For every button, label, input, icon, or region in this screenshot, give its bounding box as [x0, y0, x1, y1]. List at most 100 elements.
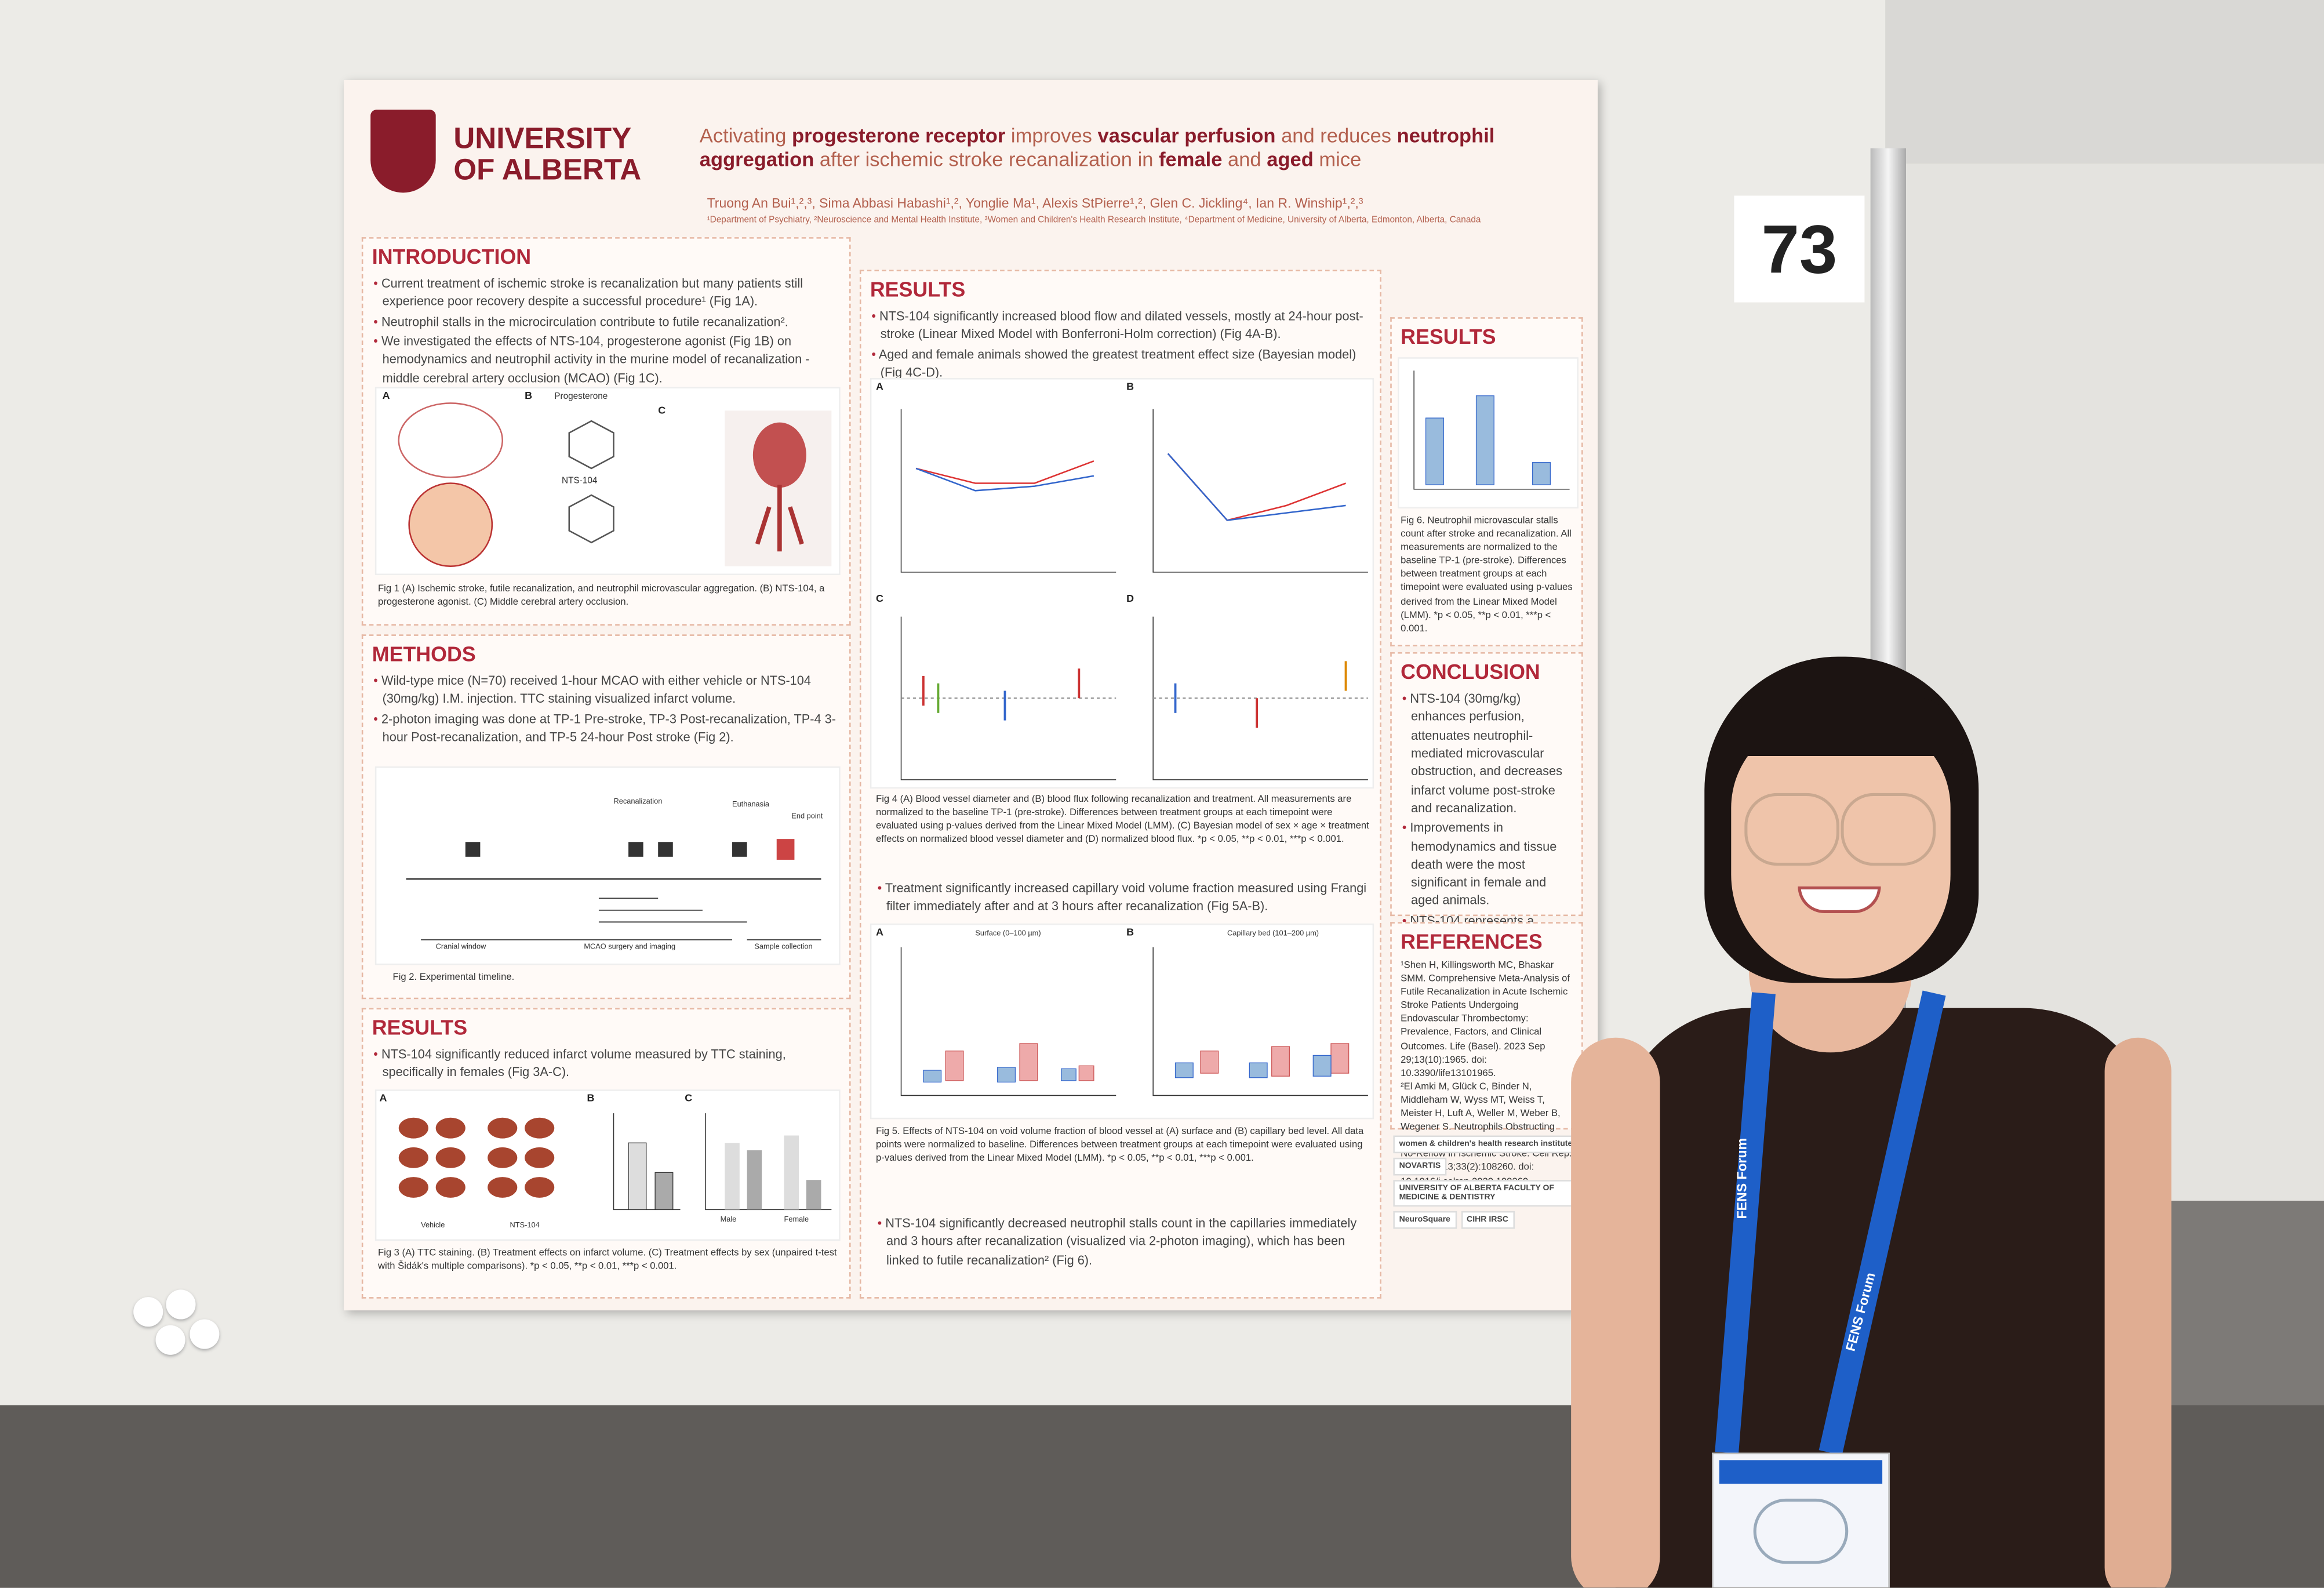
bullet: Treatment significantly increased capill…	[876, 879, 1376, 915]
box-art	[945, 1043, 1350, 1081]
list: NTS-104 significantly increased blood fl…	[870, 307, 1371, 381]
bullet: Aged and female animals showed the great…	[870, 345, 1371, 381]
axis-art	[900, 409, 1368, 780]
bar-art	[806, 1180, 821, 1210]
panel-label: D	[1126, 594, 1134, 605]
axis-art	[900, 947, 1368, 1096]
name-badge	[1712, 1452, 1890, 1588]
sponsor-logo: UNIVERSITY OF ALBERTA FACULTY OF MEDICIN…	[1393, 1180, 1583, 1207]
caption: Fig 5. Effects of NTS-104 on void volume…	[876, 1127, 1364, 1164]
brain-slices	[398, 1117, 555, 1198]
list: Current treatment of ischemic stroke is …	[372, 274, 841, 387]
title-part: and reduces	[1275, 124, 1397, 147]
results-left-section: RESULTS NTS-104 significantly reduced in…	[361, 1008, 851, 1299]
box-art	[1425, 417, 1444, 485]
bullet: Wild-type mice (N=70) received 1-hour MC…	[372, 671, 841, 708]
timeline-label: MCAO surgery and imaging	[584, 943, 676, 952]
bullet: Neutrophil stalls in the microcirculatio…	[372, 312, 841, 330]
results-center-section: RESULTS NTS-104 significantly increased …	[859, 270, 1381, 1299]
results-right-section: RESULTS Fig 6. Neutrophil microvascular …	[1390, 317, 1583, 646]
section-heading: RESULTS	[372, 1015, 468, 1040]
title-part: neutrophil aggregation	[699, 124, 1495, 171]
panel-label: C	[658, 406, 666, 417]
list: ¹Shen H, Killingsworth MC, Bhaskar SMM. …	[1401, 959, 1573, 1188]
bar-art	[628, 1142, 647, 1210]
timeline-art	[406, 839, 821, 940]
lanyard	[1715, 990, 1946, 1456]
bullet: NTS-104 (30mg/kg) enhances perfusion, at…	[1401, 689, 1573, 817]
title-part: and	[1222, 148, 1267, 171]
sponsors: women & children's health research insti…	[1393, 1135, 1583, 1229]
bar-art	[784, 1135, 799, 1210]
caption: Fig 4 (A) Blood vessel diameter and (B) …	[876, 794, 1369, 846]
line-art	[915, 460, 1094, 484]
molecule-drawing	[568, 420, 614, 544]
figure-label: Vehicle	[421, 1221, 445, 1231]
figure-5: A B Surface (0–100 µm) Capillary bed (10…	[870, 923, 1374, 1120]
section-heading: METHODS	[372, 642, 476, 666]
bullet: 2-photon imaging was done at TP-1 Pre-st…	[372, 710, 841, 746]
affiliations: ¹Department of Psychiatry, ²Neuroscience…	[707, 216, 1481, 226]
line-art	[1167, 453, 1346, 521]
box-art	[923, 1055, 1332, 1083]
timeline-bracket	[421, 897, 821, 940]
bar-art	[747, 1150, 762, 1210]
figure-label: Male	[720, 1215, 737, 1224]
figure-title: Surface (0–100 µm)	[975, 929, 1041, 939]
figure-art	[398, 402, 832, 567]
panel-label: A	[876, 928, 883, 939]
methods-section: METHODS Wild-type mice (N=70) received 1…	[361, 634, 851, 1000]
panel-label: B	[587, 1093, 595, 1104]
figure-label: NTS-104	[562, 477, 598, 486]
intro-section: INTRODUCTION Current treatment of ischem…	[361, 237, 851, 626]
authors: Truong An Bui¹,²,³, Sima Abbasi Habashi¹…	[707, 195, 1363, 211]
panel-label: B	[1126, 382, 1134, 393]
sponsor-logo: CIHR IRSC	[1460, 1211, 1515, 1229]
bullet: NTS-104 significantly reduced infarct vo…	[372, 1045, 841, 1082]
timeline-label: Cranial window	[435, 943, 486, 952]
section-heading: REFERENCES	[1401, 929, 1543, 953]
conclusion-section: CONCLUSION NTS-104 (30mg/kg) enhances pe…	[1390, 652, 1583, 1001]
booth-number: 73	[1734, 195, 1865, 303]
caption: Fig 3 (A) TTC staining. (B) Treatment ef…	[377, 1248, 837, 1272]
panel-label: B	[525, 391, 533, 402]
logo-line: UNIVERSITY	[453, 123, 632, 156]
bullet: Current treatment of ischemic stroke is …	[372, 274, 841, 311]
figure-title: Capillary bed (101–200 µm)	[1227, 929, 1319, 939]
caption: Fig 1 (A) Ischemic stroke, futile recana…	[377, 584, 825, 608]
box-art	[1475, 395, 1494, 485]
list: Wild-type mice (N=70) received 1-hour MC…	[372, 671, 841, 746]
sponsor-logo: NOVARTIS	[1393, 1157, 1447, 1176]
section-heading: RESULTS	[1401, 324, 1496, 348]
person-glasses	[1841, 793, 1936, 866]
logo-line: OF ALBERTA	[453, 154, 642, 187]
timeline-icons	[465, 839, 795, 860]
panel-label: C	[876, 594, 883, 605]
bullet: NTS-104 significantly decreased neutroph…	[876, 1214, 1376, 1269]
title-part: vascular perfusion	[1097, 124, 1276, 147]
panel-label: B	[1126, 928, 1134, 939]
panel-label: A	[876, 382, 883, 393]
bar-art	[725, 1143, 740, 1210]
title-part: female	[1159, 148, 1223, 171]
title-part: aged	[1267, 148, 1314, 171]
timeline-label: Sample collection	[754, 943, 813, 952]
logo-shield	[370, 110, 436, 193]
figure-label: Female	[784, 1215, 809, 1224]
figure-4: A B C D	[870, 377, 1374, 789]
title-part: progesterone receptor	[792, 124, 1006, 147]
figure-6	[1398, 357, 1579, 508]
panel-label: A	[382, 391, 390, 402]
bullet: NTS-104 significantly increased blood fl…	[870, 307, 1371, 343]
line-art	[1167, 453, 1346, 521]
figure-art	[398, 1113, 832, 1211]
reference: ¹Shen H, Killingsworth MC, Bhaskar SMM. …	[1401, 960, 1570, 1079]
figure-art	[1413, 370, 1570, 490]
section-heading: RESULTS	[870, 277, 966, 301]
timeline-label: End point	[791, 812, 823, 822]
figure-2: Cranial window MCAO surgery and imaging …	[374, 766, 841, 965]
figure-label: NTS-104	[510, 1221, 540, 1231]
figure-art	[900, 947, 1368, 1096]
